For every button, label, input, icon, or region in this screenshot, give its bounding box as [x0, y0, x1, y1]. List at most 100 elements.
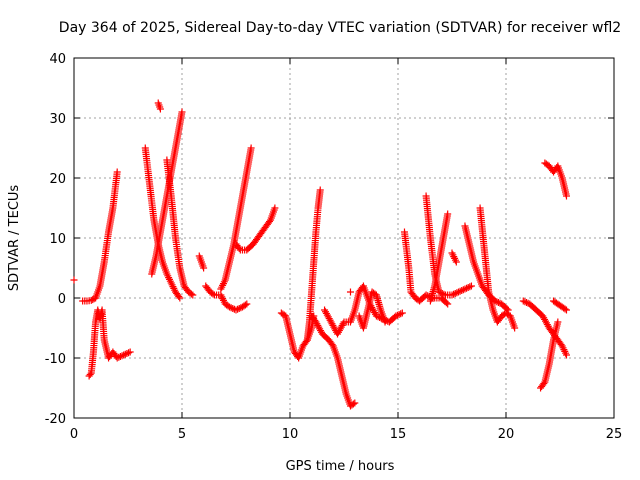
data-point: [113, 168, 121, 176]
data-point: [232, 306, 240, 314]
data-point: [464, 284, 472, 291]
data-point: [241, 301, 249, 309]
data-point: [395, 311, 403, 318]
data-point: [398, 309, 406, 317]
data-point: [453, 289, 461, 297]
data-point: [271, 204, 279, 212]
x-tick-labels: 0 5 10 15 20 25: [70, 427, 622, 442]
data-point: [451, 290, 459, 297]
data-point: [187, 290, 195, 298]
data-point: [351, 399, 359, 407]
data-point: [243, 300, 251, 308]
data-point: [466, 283, 474, 291]
data-point: [456, 287, 464, 295]
grid-lines: [74, 58, 614, 418]
data-point: [540, 380, 548, 387]
data-point: [393, 311, 401, 319]
data-point: [113, 354, 121, 362]
data-point: [125, 349, 133, 357]
data-point: [116, 353, 124, 360]
data-point: [562, 306, 570, 314]
y-tick-label: 30: [49, 112, 66, 127]
data-point: [437, 289, 445, 297]
data-point: [444, 300, 452, 308]
data-point: [397, 310, 405, 318]
data-point: [381, 318, 389, 326]
x-axis-label: GPS time / hours: [286, 459, 395, 474]
data-point: [349, 400, 357, 408]
y-tick-label: -20: [45, 412, 66, 427]
data-point: [86, 371, 94, 378]
data-point: [467, 282, 475, 290]
data-point: [444, 210, 452, 218]
x-tick-label: 25: [606, 427, 623, 442]
data-point: [189, 291, 197, 299]
data-point: [440, 290, 448, 298]
x-tick-label: 15: [390, 427, 407, 442]
data-point: [209, 290, 217, 298]
data-point: [562, 351, 570, 359]
data-point: [126, 348, 134, 356]
data-point: [121, 350, 129, 358]
data-point: [450, 290, 458, 298]
data-point: [491, 297, 499, 305]
data-point: [392, 312, 400, 320]
data-point: [448, 291, 456, 299]
data-points: [70, 99, 570, 410]
data-point: [435, 288, 443, 296]
data-point: [463, 284, 471, 292]
data-point: [521, 298, 529, 306]
data-point: [459, 286, 467, 294]
x-tick-label: 10: [282, 427, 299, 442]
data-point: [200, 264, 208, 272]
y-axis-label: SDTVAR / TECUs: [7, 185, 22, 292]
data-point: [316, 186, 324, 194]
data-point: [175, 293, 183, 300]
data-point: [438, 290, 446, 297]
y-tick-label: -10: [45, 352, 66, 367]
data-point: [494, 299, 502, 306]
x-tick-label: 20: [498, 427, 515, 442]
data-point: [511, 324, 519, 332]
x-tick-label: 5: [178, 427, 186, 442]
data-point: [247, 144, 255, 152]
data-point: [235, 245, 243, 252]
chart-title: Day 364 of 2025, Sidereal Day-to-day VTE…: [59, 20, 621, 36]
data-point: [422, 291, 430, 299]
y-tick-label: 20: [49, 172, 66, 187]
data-point: [442, 299, 450, 307]
data-point: [519, 297, 527, 305]
data-point: [523, 299, 531, 306]
axis-ticks: [73, 57, 615, 419]
data-point: [70, 276, 78, 284]
data-point: [339, 320, 347, 328]
data-point: [374, 313, 382, 321]
data-point: [156, 105, 164, 113]
data-point: [235, 305, 243, 312]
data-point: [227, 304, 235, 312]
data-point: [461, 285, 469, 293]
data-point: [118, 352, 126, 360]
data-point: [452, 258, 460, 266]
data-point: [123, 350, 131, 357]
x-tick-label: 0: [70, 427, 78, 442]
data-point: [226, 303, 234, 311]
y-tick-label: 40: [49, 52, 66, 67]
y-tick-label: 10: [49, 232, 66, 247]
data-point: [115, 353, 123, 361]
data-point: [346, 288, 354, 296]
data-point: [562, 192, 570, 200]
y-tick-labels: -20 -10 0 10 20 30 40: [45, 52, 66, 427]
y-tick-label: 0: [58, 292, 66, 307]
data-point: [234, 305, 242, 313]
data-point: [176, 294, 184, 302]
data-point: [120, 351, 128, 359]
data-point: [561, 305, 569, 313]
data-point: [458, 287, 466, 294]
data-point: [454, 288, 462, 296]
data-point: [178, 108, 186, 116]
data-point: [229, 305, 237, 312]
data-point: [554, 318, 562, 326]
data-point: [372, 312, 380, 320]
